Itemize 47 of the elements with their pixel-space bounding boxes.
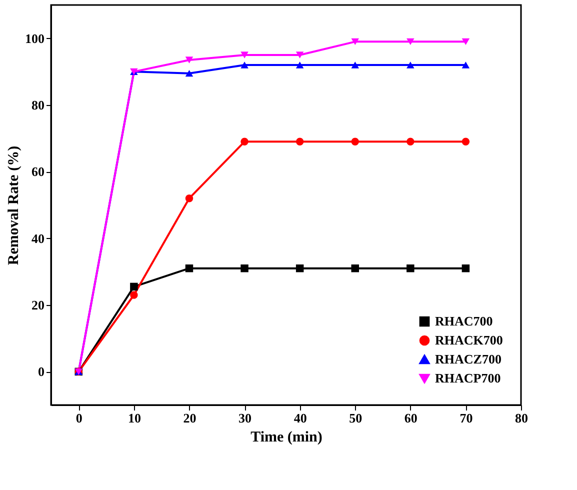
point — [406, 264, 414, 272]
point — [130, 282, 138, 291]
point — [351, 38, 359, 46]
point — [462, 264, 470, 272]
point — [296, 62, 304, 68]
point — [296, 138, 304, 146]
point — [240, 264, 248, 272]
y-tick-label: 100 — [25, 30, 44, 46]
point — [240, 62, 248, 68]
point — [351, 138, 359, 146]
legend-label: RHAC700 — [435, 314, 493, 328]
x-tick-label: 20 — [183, 410, 196, 426]
point — [240, 138, 248, 146]
x-tick-label: 40 — [294, 410, 307, 426]
x-tick-label: 50 — [349, 410, 362, 426]
x-tick-label: 10 — [128, 410, 141, 426]
point — [185, 56, 194, 64]
y-axis-title: Removal Rate (%) — [6, 146, 22, 266]
legend-label: RHACK700 — [435, 332, 503, 348]
point — [240, 52, 248, 58]
x-tick-label: 30 — [238, 410, 252, 426]
point — [406, 38, 414, 46]
point — [462, 62, 470, 68]
point — [406, 62, 414, 68]
point — [185, 70, 194, 77]
point — [296, 264, 304, 272]
y-tick-label: 0 — [38, 364, 44, 380]
point — [406, 138, 414, 146]
x-axis-title: Time (min) — [250, 430, 322, 446]
legend-label: RHACZ700 — [435, 352, 502, 366]
y-tick-label: 60 — [32, 164, 44, 180]
point — [351, 62, 359, 68]
y-tick-label: 20 — [32, 298, 44, 312]
point — [185, 264, 194, 272]
point — [462, 138, 470, 146]
point — [185, 194, 194, 202]
x-tick-label: 60 — [404, 410, 418, 426]
point — [351, 264, 359, 272]
point — [130, 291, 138, 299]
x-tick-label: 0 — [76, 410, 82, 426]
y-tick-label: 80 — [32, 98, 44, 112]
y-tick-label: 40 — [32, 230, 44, 246]
legend-label: RHACP700 — [435, 370, 501, 386]
point — [296, 52, 304, 58]
point — [462, 38, 470, 46]
x-tick-label: 70 — [460, 410, 473, 426]
x-tick-label: 80 — [515, 410, 528, 426]
